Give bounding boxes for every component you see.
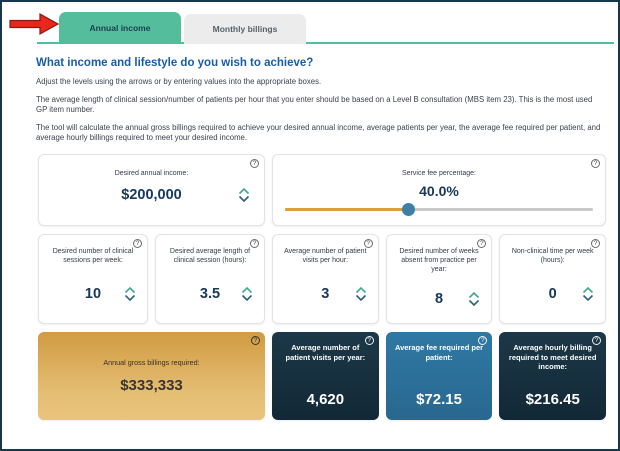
card-weeks-absent: ? Desired number of weeks absent from pr… (385, 234, 493, 324)
service-fee-slider[interactable] (285, 203, 593, 216)
result-card-visits-per-year: ? Average number of patient visits per y… (272, 332, 379, 420)
input-label: Desired annual income: (114, 170, 189, 177)
tab-annual-income[interactable]: Annual income (59, 12, 181, 44)
tab-bar: Annual income Monthly billings (2, 2, 618, 44)
decrement-arrow-icon[interactable] (241, 294, 253, 302)
input-label: Average number of patient visits per hou… (284, 248, 367, 264)
help-icon[interactable]: ? (364, 336, 374, 345)
decrement-arrow-icon[interactable] (124, 294, 136, 302)
tab-underline (37, 42, 614, 44)
visits-per-hour-value[interactable]: 3 (321, 286, 330, 302)
input-label: Service fee percentage: (402, 170, 476, 177)
help-icon[interactable]: ? (363, 239, 373, 248)
increment-arrow-icon[interactable] (124, 286, 136, 294)
help-icon[interactable]: ? (250, 159, 259, 168)
non-clinical-time-value[interactable]: 0 (548, 286, 557, 302)
increment-arrow-icon[interactable] (355, 286, 367, 294)
card-desired-annual-income: ? Desired annual income: $200,000 (38, 154, 265, 226)
result-label: Average number of patient visits per yea… (285, 343, 366, 362)
card-sessions-per-week: ? Desired number of clinical sessions pe… (38, 234, 148, 324)
help-icon[interactable]: ? (478, 336, 488, 345)
help-icon[interactable]: ? (133, 239, 142, 248)
visits-per-year-value: 4,620 (306, 391, 345, 408)
decrement-arrow-icon[interactable] (468, 299, 480, 306)
help-icon[interactable]: ? (591, 159, 600, 168)
fee-per-patient-value: $72.15 (416, 391, 462, 408)
increment-arrow-icon[interactable] (582, 286, 594, 294)
input-label: Desired number of clinical sessions per … (52, 248, 134, 264)
decrement-arrow-icon[interactable] (238, 195, 250, 203)
red-arrow-annotation-icon (9, 12, 60, 36)
help-icon[interactable]: ? (250, 239, 259, 248)
input-label: Non-clinical time per week (hours): (511, 248, 594, 264)
intro-paragraph-1: Adjust the levels using the arrows or by… (36, 77, 322, 86)
help-icon[interactable]: ? (477, 239, 487, 248)
help-icon[interactable]: ? (251, 336, 260, 345)
hourly-billing-value: $216.45 (525, 391, 580, 408)
result-label: Average hourly billing required to meet … (508, 343, 597, 371)
increment-arrow-icon[interactable] (238, 187, 250, 195)
service-fee-value[interactable]: 40.0% (419, 183, 459, 199)
intro-paragraph-2: The average length of clinical session/n… (36, 95, 593, 114)
result-label: Annual gross billings required: (103, 358, 200, 367)
annual-income-value[interactable]: $200,000 (121, 187, 182, 203)
input-label: Desired number of weeks absent from prac… (399, 248, 479, 273)
weeks-absent-value[interactable]: 8 (434, 290, 444, 307)
input-label: Desired average length of clinical sessi… (169, 248, 251, 264)
sessions-per-week-value[interactable]: 10 (84, 286, 102, 302)
help-icon[interactable]: ? (591, 239, 601, 248)
help-icon[interactable]: ? (592, 336, 602, 345)
result-card-hourly-billing: ? Average hourly billing required to mee… (499, 332, 607, 420)
increment-arrow-icon[interactable] (241, 286, 253, 294)
slider-track[interactable] (285, 208, 593, 211)
slider-handle[interactable] (401, 203, 415, 216)
card-session-length: ? Desired average length of clinical ses… (155, 234, 265, 324)
page-title: What income and lifestyle do you wish to… (36, 57, 314, 69)
intro-paragraph-3: The tool will calculate the annual gross… (36, 123, 601, 142)
decrement-arrow-icon[interactable] (582, 294, 594, 302)
result-label: Average fee required per patient: (394, 343, 484, 362)
gross-billings-value: $333,333 (120, 377, 183, 394)
tab-monthly-billings[interactable]: Monthly billings (184, 14, 306, 44)
result-card-gross-billings: ? Annual gross billings required: $333,3… (38, 332, 265, 420)
increment-arrow-icon[interactable] (468, 291, 480, 298)
decrement-arrow-icon[interactable] (355, 294, 367, 302)
card-non-clinical-time: ? Non-clinical time per week (hours): 0 (499, 234, 607, 324)
session-length-value[interactable]: 3.5 (199, 286, 221, 302)
card-visits-per-hour: ? Average number of patient visits per h… (272, 234, 379, 324)
card-service-fee-percentage: ? Service fee percentage: 40.0% (272, 154, 606, 226)
slider-fill (285, 208, 409, 211)
result-card-fee-per-patient: ? Average fee required per patient: $72.… (385, 332, 493, 420)
